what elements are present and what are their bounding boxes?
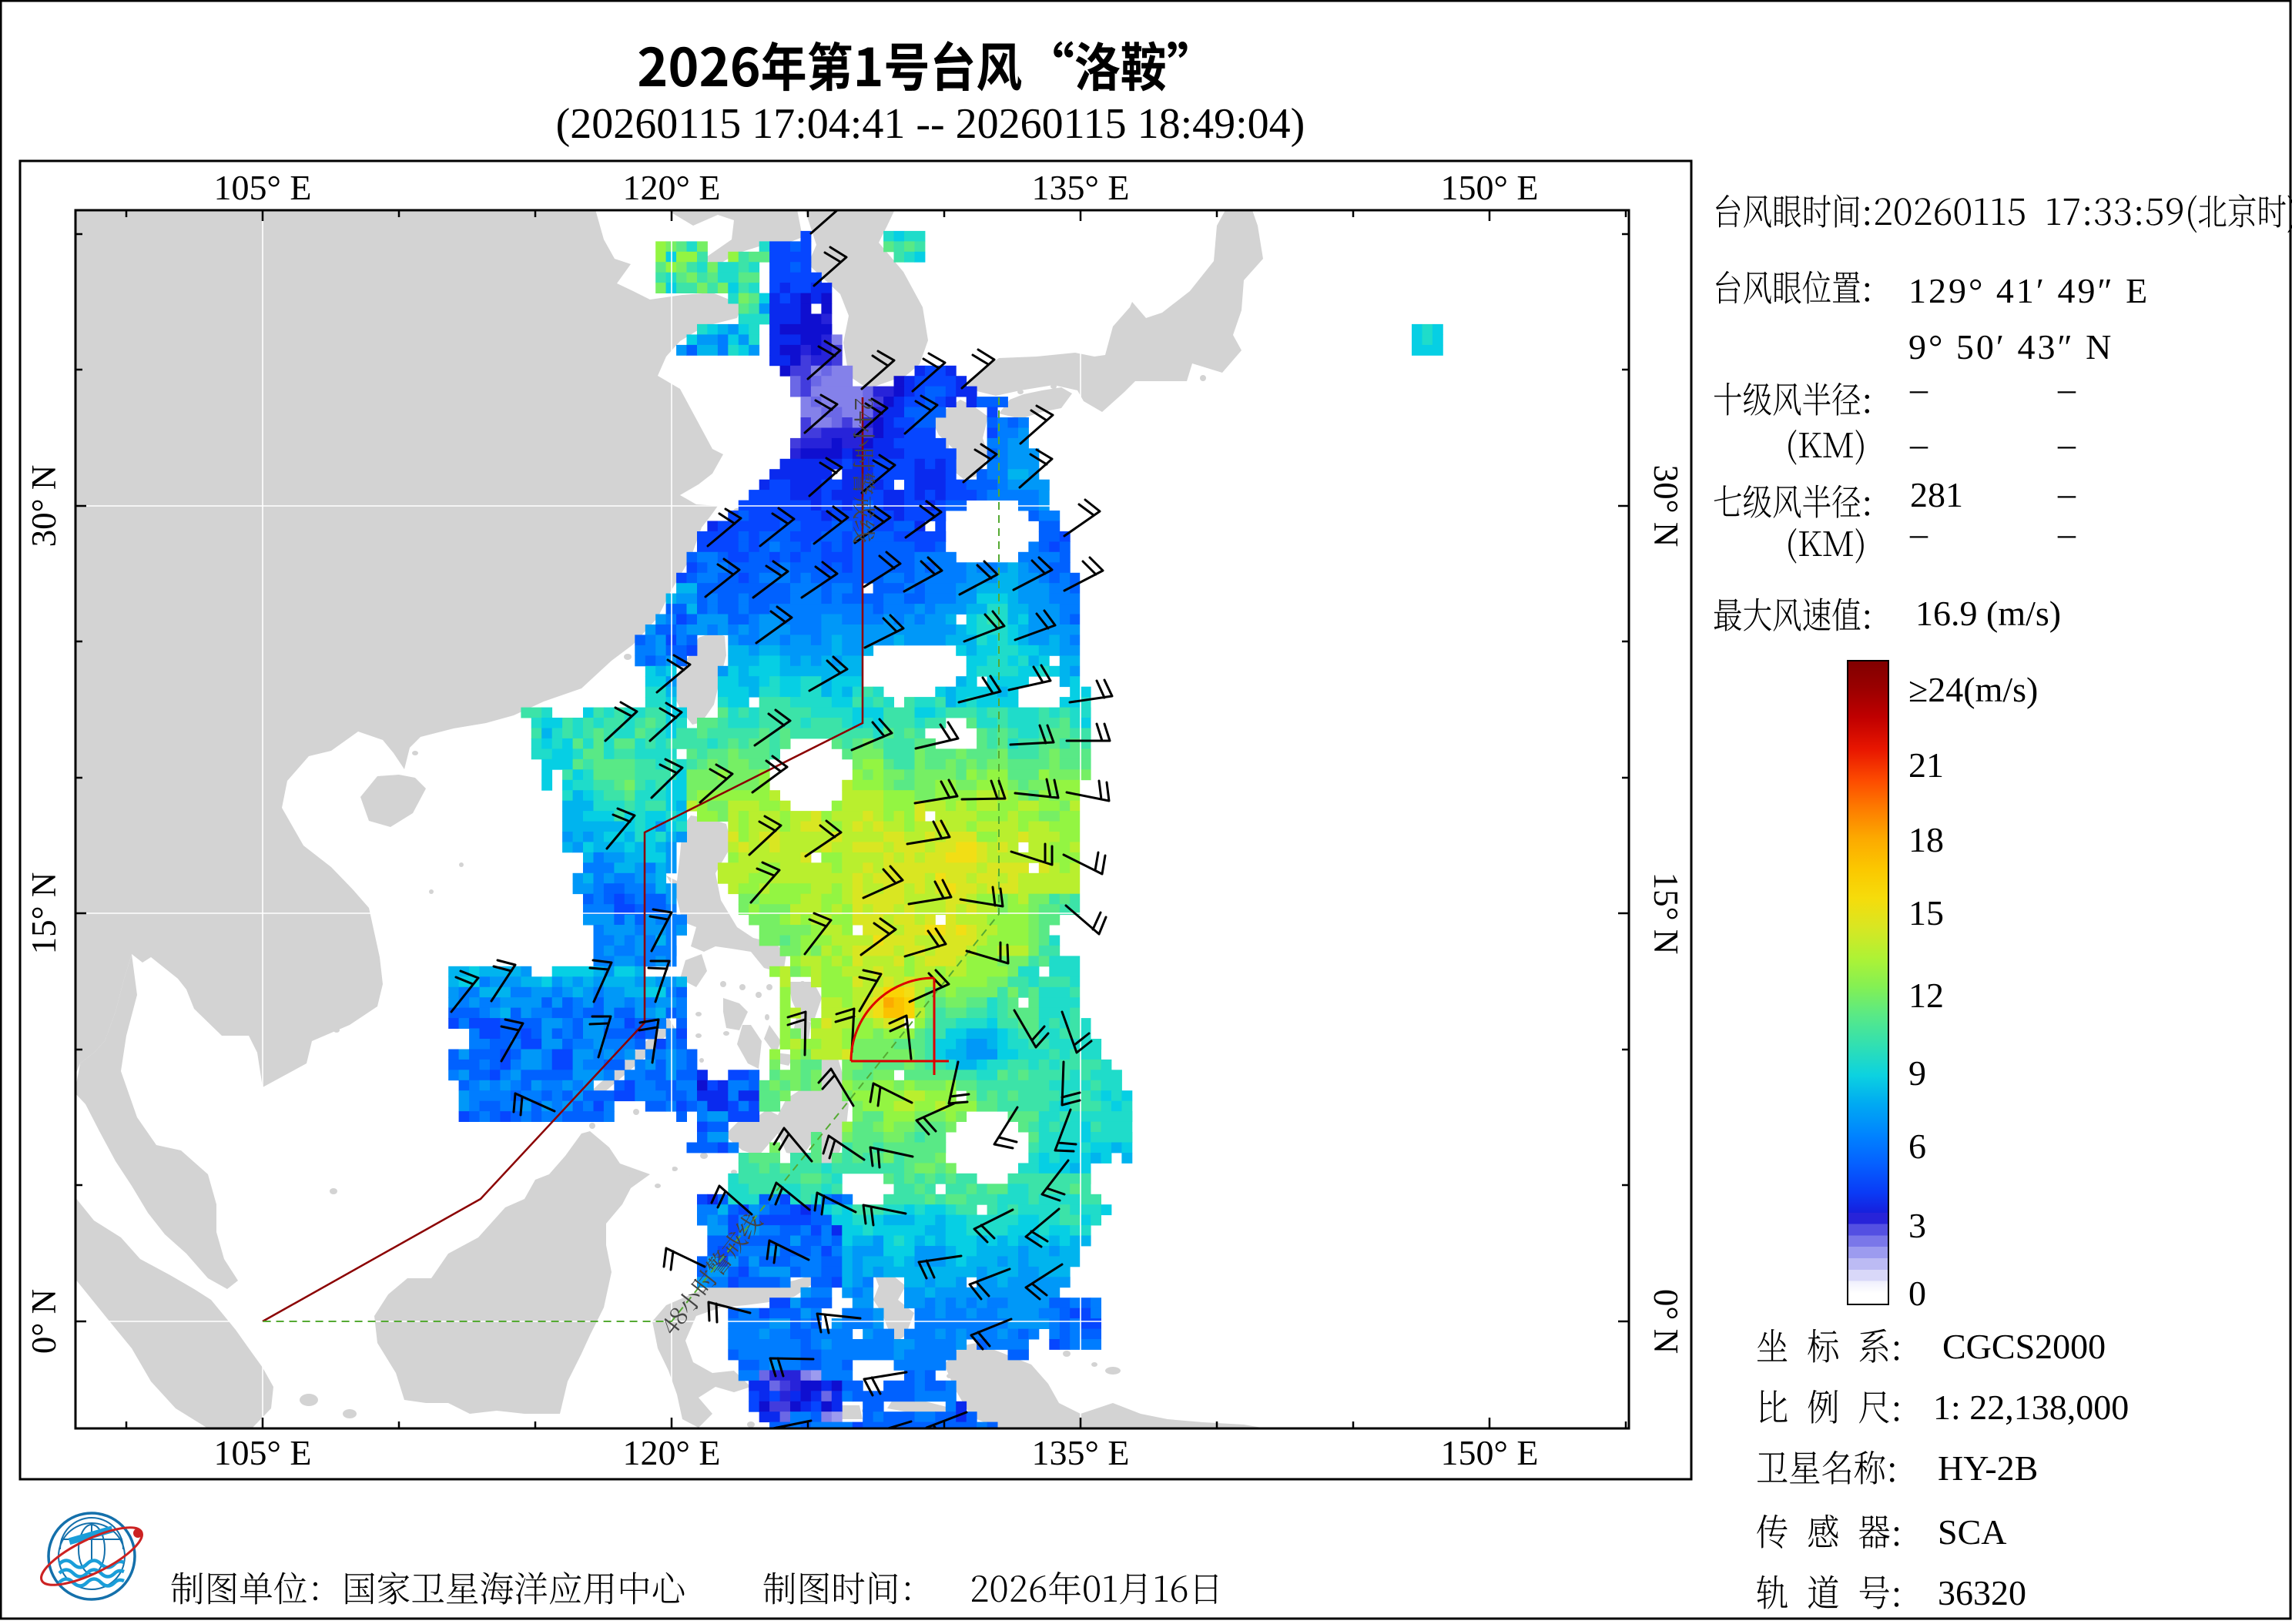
svg-text:–: –: [1909, 514, 1928, 553]
svg-text:18: 18: [1908, 820, 1944, 859]
svg-text:0: 0: [1908, 1274, 1926, 1313]
svg-text:15° N: 15° N: [1647, 872, 1685, 955]
svg-text:150° E: 150° E: [1441, 1433, 1539, 1472]
svg-text:129° 41′ 49″ E: 129° 41′ 49″ E: [1908, 271, 2150, 310]
svg-text:135° E: 135° E: [1032, 168, 1130, 207]
svg-text:30° N: 30° N: [1647, 465, 1685, 547]
svg-text:15° N: 15° N: [25, 872, 63, 955]
svg-text:36320: 36320: [1938, 1573, 2026, 1612]
svg-text:150° E: 150° E: [1441, 168, 1539, 207]
svg-text:16.9 (m/s): 16.9 (m/s): [1915, 594, 2061, 633]
svg-text:30° N: 30° N: [25, 465, 63, 547]
svg-text:0° N: 0° N: [25, 1289, 63, 1354]
svg-text:281: 281: [1910, 475, 1963, 514]
svg-text:(20260115 17:04:41 -- 20260115: (20260115 17:04:41 -- 20260115 18:49:04): [556, 100, 1305, 148]
svg-text:SCA: SCA: [1938, 1512, 2006, 1552]
svg-text:0° N: 0° N: [1647, 1289, 1685, 1354]
svg-text:–: –: [1909, 424, 1928, 464]
svg-text:≥24(m/s): ≥24(m/s): [1908, 670, 2038, 709]
svg-text:1: 22,138,000: 1: 22,138,000: [1933, 1388, 2129, 1427]
svg-text:–: –: [2057, 514, 2076, 553]
svg-text:–: –: [2057, 369, 2076, 408]
svg-text:CGCS2000: CGCS2000: [1942, 1327, 2106, 1366]
svg-text:120° E: 120° E: [623, 1433, 721, 1472]
svg-text:9° 50′ 43″ N: 9° 50′ 43″ N: [1908, 327, 2113, 367]
svg-text:6: 6: [1908, 1127, 1926, 1166]
svg-text:–: –: [2057, 424, 2076, 464]
svg-text:135° E: 135° E: [1032, 1433, 1130, 1472]
svg-text:21: 21: [1908, 745, 1944, 785]
svg-text:15: 15: [1908, 893, 1944, 933]
svg-text:120° E: 120° E: [623, 168, 721, 207]
svg-text:–: –: [1909, 369, 1928, 408]
svg-text:105° E: 105° E: [214, 168, 312, 207]
svg-text:–: –: [2057, 474, 2076, 513]
svg-text:3: 3: [1908, 1206, 1926, 1245]
svg-text:105° E: 105° E: [214, 1433, 312, 1472]
svg-text:HY-2B: HY-2B: [1938, 1448, 2038, 1488]
svg-text:9: 9: [1908, 1053, 1926, 1093]
svg-text:12: 12: [1908, 976, 1944, 1015]
